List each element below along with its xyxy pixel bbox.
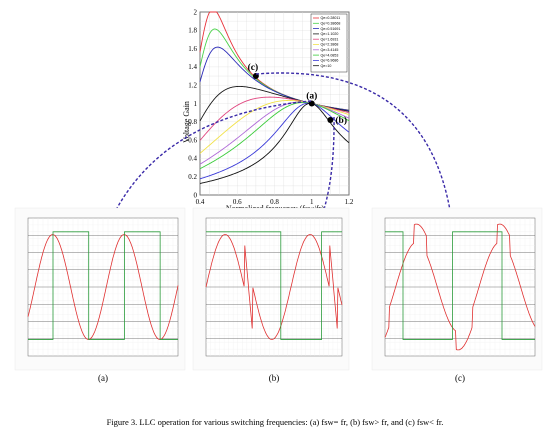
legend-entry: Qe=0.51691	[321, 27, 341, 31]
voltage-waveform	[206, 231, 342, 340]
legend-entry: Qe=6.9686	[321, 59, 339, 63]
waveform-panels: (a) (b) (c)	[14, 207, 543, 383]
y-tick-label: 1.8	[188, 27, 197, 35]
legend-entry: Qe=10	[321, 64, 332, 68]
gain-grid	[199, 11, 350, 196]
y-tick-label: 1.6	[188, 45, 197, 53]
gain-legend: Qe=0.28011Qe=0.38668Qe=0.51691Qe=1.1020Q…	[310, 13, 348, 73]
y-tick-label: 1	[194, 100, 198, 108]
x-tick-label: 1.2	[345, 198, 354, 206]
figure-caption: Figure 3. LLC operation for various swit…	[107, 417, 444, 427]
gain-ylabel: Voltage Gain	[182, 101, 191, 143]
panel-label: (c)	[455, 373, 465, 383]
legend-entry: Qe=0.38668	[321, 22, 341, 26]
current-waveform	[384, 223, 536, 351]
y-tick-label: 0.6	[188, 136, 197, 144]
y-tick-label: 1.2	[188, 82, 197, 90]
current-waveform	[205, 234, 343, 340]
gain-series-5	[199, 100, 350, 154]
x-tick-label: 0.8	[270, 198, 279, 206]
legend-entry: Qe=0.28011	[321, 16, 341, 20]
gain-series-7	[199, 102, 350, 170]
operating-point-label: (c)	[248, 62, 259, 73]
panel-label: (a)	[98, 373, 108, 383]
gain-series-8	[199, 102, 350, 180]
panel-label: (b)	[269, 373, 280, 383]
arrow-to-c	[255, 72, 458, 244]
voltage-waveform	[28, 231, 178, 340]
gain-curves	[199, 11, 350, 184]
waveform-panel-c: (c)	[371, 207, 543, 383]
legend-entry: Qe=1.6931	[321, 37, 339, 41]
legend-entry: Qe=2.3868	[321, 43, 339, 47]
gain-tick-labels: 0.4 0.6 0.8 1 1.2 0 0.2 0.4 0.6 0.8 1 1.2 1.4 1.6 1.8 2	[188, 8, 354, 206]
y-tick-label: 0.8	[188, 118, 197, 126]
legend-entry: Qe=4.0853	[321, 53, 339, 57]
operating-point-label: (a)	[306, 91, 317, 102]
y-tick-label: 2	[194, 8, 198, 16]
operating-point-label: (b)	[335, 115, 347, 126]
legend-entry: Qe=1.1020	[321, 32, 339, 36]
waveform-panel-a: (a)	[14, 207, 186, 383]
y-tick-label: 0	[194, 191, 198, 199]
operating-point	[308, 100, 315, 107]
gain-series-9	[199, 102, 350, 184]
gain-chart: 0.4 0.6 0.8 1 1.2 0 0.2 0.4 0.6 0.8 1 1.2 1.4 1.6 1.8 2…	[182, 8, 354, 213]
operating-point	[327, 116, 334, 123]
x-tick-label: 0.6	[233, 198, 242, 206]
y-tick-label: 0.4	[188, 155, 197, 163]
x-tick-label: 1	[310, 198, 314, 206]
y-tick-label: 0.2	[188, 173, 197, 181]
y-tick-label: 1.4	[188, 63, 197, 71]
legend-entry: Qe=3.4145	[321, 48, 339, 52]
gain-annotations: (a) (b) (c)	[248, 62, 347, 126]
x-tick-label: 0.4	[196, 198, 205, 206]
voltage-waveform	[385, 231, 535, 340]
waveform-panel-b: (b)	[192, 207, 350, 383]
